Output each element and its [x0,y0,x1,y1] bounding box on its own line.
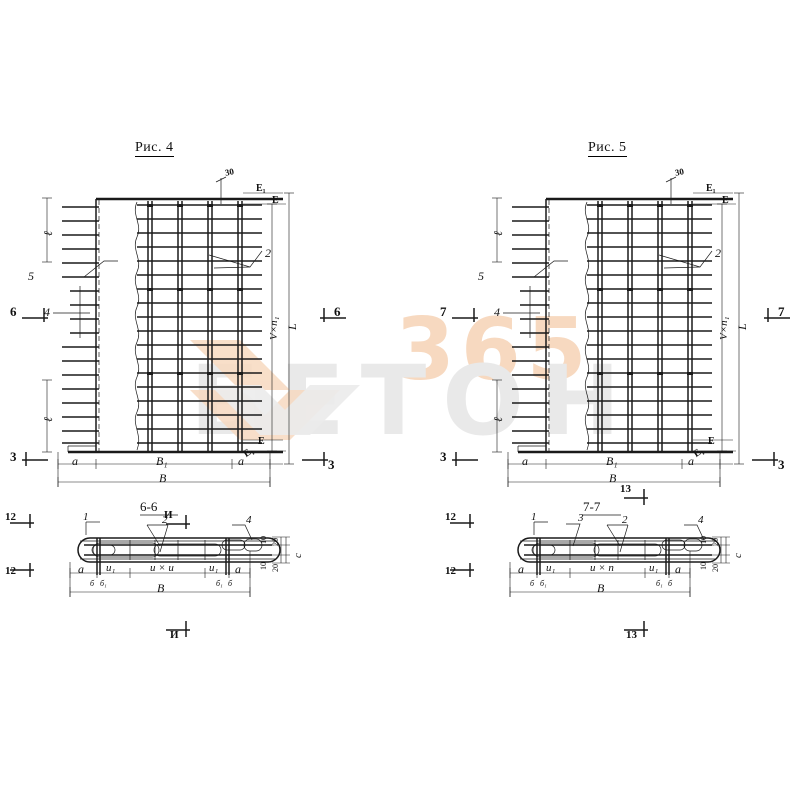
fig5-dim-l-bottom: ℓ [491,417,505,422]
fig5-dim-a-right: a [688,454,694,468]
s77-mark-12-top[interactable]: 12 [445,511,456,523]
fig4-elevation [53,176,286,454]
s77-item-1: 1 [531,511,537,523]
s77-dim-a-right: a [675,562,681,576]
fig5-section-marks [452,308,790,466]
s77-dim-10-top: 10 [699,536,708,544]
fig5-elevation [503,176,736,454]
section-6-6-title: 6-6 [140,499,158,514]
fig4-section-marks [22,308,346,466]
fig4-callout-2: 2 [265,246,271,260]
fig5-dim-vxn1: V×n₁ [718,316,730,340]
fig4-dimensions [42,192,294,487]
fig4-mark-6-left[interactable]: 6 [10,304,17,319]
fig5-mark-3-right[interactable]: 3 [778,457,785,472]
s77-dim-b1-small-left: б₁ [540,579,547,588]
section-7-7-geometry [450,489,730,637]
s77-dim-c: c [732,553,744,558]
s66-dim-uxn: u × и [150,562,174,574]
fig5-callout-2: 2 [715,246,721,260]
s77-dim-u1-right: u₁ [649,562,659,574]
fig5-label-e1-top: Е₁ [706,183,716,194]
s66-dim-b-total: B [157,581,165,595]
s77-dim-a-left: a [518,562,524,576]
s77-dim-20-top: 20 [711,538,720,546]
fig4-mark-6-right[interactable]: 6 [334,304,341,319]
s77-dim-u1-left: u₁ [546,562,556,574]
fig4-dim-vxn1: V×n₁ [268,316,280,340]
s66-dim-u1-left: u₁ [106,562,116,574]
s77-item-4: 4 [698,514,704,526]
fig4-dim-l-bottom: ℓ [41,417,55,422]
fig5-dim-b: B [609,471,617,485]
s66-dim-b-small-right: б [228,579,233,588]
fig5-callout-4: 4 [494,305,500,319]
s77-mark-12-bottom[interactable]: 12 [445,565,456,577]
fig4-label-e-top: Е [272,195,279,206]
s66-item-2: 2 [162,514,168,526]
s66-dim-20-bottom: 20 [271,564,280,572]
fig4-mark-3-right[interactable]: 3 [328,457,335,472]
s66-mark-12-top[interactable]: 12 [5,511,16,523]
s66-item-1: 1 [83,511,89,523]
s66-dim-b1-small-right: б₁ [216,579,223,588]
s66-dim-20-top: 20 [271,538,280,546]
fig5-label-e-bottom: Е [708,436,715,447]
s77-mark-13-bottom[interactable]: 13 [626,629,637,641]
fig5-dim-l-top: ℓ [491,231,505,236]
section-7-7-title: 7-7 [583,499,601,514]
s77-dim-b-small-right: б [668,579,673,588]
fig4-dim-L: L [285,323,299,330]
fig5-dim-L: L [735,323,749,330]
fig5-mark-3-left[interactable]: 3 [440,449,447,464]
s77-dim-b-small-left: б [530,579,535,588]
s77-dim-10-bottom: 10 [699,562,708,570]
fig4-dim-b: B [159,471,167,485]
fig5-dimensions [492,192,744,487]
section-6-6-geometry [10,514,290,637]
fig4-dim-b1: B₁ [156,454,168,468]
fig4-callout-4: 4 [44,305,50,319]
fig4-label-e-bottom: Е [258,436,265,447]
fig5-mark-7-right[interactable]: 7 [778,304,785,319]
s66-dim-10-bottom: 10 [259,562,268,570]
s66-mark-i-top[interactable]: И [164,509,173,521]
s77-dim-20-bottom: 20 [711,564,720,572]
s66-item-4: 4 [246,514,252,526]
s66-mark-i-bottom[interactable]: И [170,629,179,641]
s66-dim-10-top: 10 [259,536,268,544]
fig5-dim-a-left: a [522,454,528,468]
fig5-dim-b1: B₁ [606,454,618,468]
fig5-label-e-top: Е [722,195,729,206]
s66-dim-b-small-left: б [90,579,95,588]
fig4-dim-a-right: a [238,454,244,468]
s66-dim-a-left: a [78,562,84,576]
s66-dim-b1-small-left: б₁ [100,579,107,588]
s77-item-2: 2 [622,514,628,526]
fig4-label-e1-top: Е₁ [256,183,266,194]
s66-dim-c: c [292,553,304,558]
s77-item-3: 3 [578,512,584,524]
fig4-callout-5: 5 [28,269,34,283]
fig4-note-30: 30 [223,166,235,178]
s77-mark-13-top[interactable]: 13 [620,483,631,495]
s77-dim-b1-small-right: б₁ [656,579,663,588]
s66-dim-u1-right: u₁ [209,562,219,574]
s66-dim-a-right: a [235,562,241,576]
fig5-callout-5: 5 [478,269,484,283]
fig5-note-30: 30 [673,166,685,178]
figure-4-title: Рис. 4 [135,140,174,157]
fig4-mark-3-left[interactable]: 3 [10,449,17,464]
fig5-mark-7-left[interactable]: 7 [440,304,447,319]
s66-mark-12-bottom[interactable]: 12 [5,565,16,577]
s77-dim-uxn: u × n [590,562,614,574]
s77-dim-b-total: B [597,581,605,595]
figure-5-title: Рис. 5 [588,140,627,157]
fig4-dim-l-top: ℓ [41,231,55,236]
fig4-dim-a-left: a [72,454,78,468]
